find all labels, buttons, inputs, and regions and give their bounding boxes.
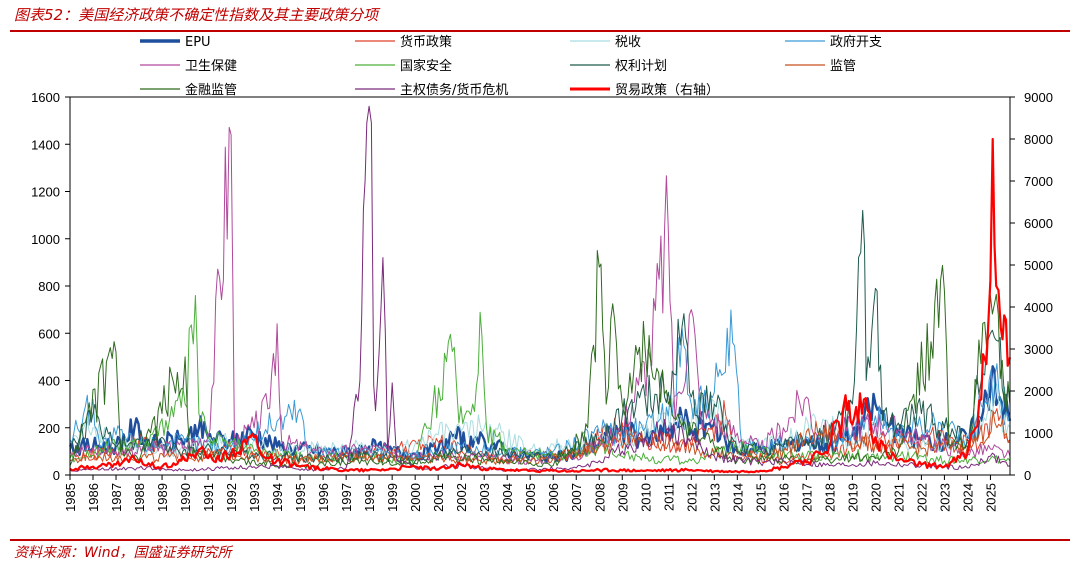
y-tick-label: 1200: [31, 185, 60, 200]
axes-layer: 0 200 400 600 800 1000 1200 1400 1600 0 1000 2000 30…: [31, 90, 1053, 512]
x-tick-label: 2023: [937, 483, 952, 512]
x-tick-label: 2002: [454, 483, 469, 512]
y2-tick-label: 9000: [1024, 90, 1053, 105]
series-line-financial: [69, 250, 1011, 469]
x-tick-label: 1992: [224, 483, 239, 512]
x-tick-label: 2000: [408, 483, 423, 512]
x-tick-label: 2005: [523, 483, 538, 512]
x-tick-label: 1993: [247, 483, 262, 512]
legend-label-tax: 税收: [615, 35, 641, 50]
x-tick-label: 1994: [270, 483, 285, 512]
x-tick-label: 1985: [63, 483, 78, 512]
x-tick-label: 1995: [293, 483, 308, 512]
legend-label-security: 国家安全: [400, 58, 452, 74]
x-tick-label: 1996: [316, 483, 331, 512]
x-tick-label: 1997: [339, 483, 354, 512]
x-tick-label: 2006: [546, 483, 561, 512]
top-rule: [10, 30, 1070, 32]
x-tick-label: 2024: [960, 483, 975, 512]
y-tick-label: 400: [38, 374, 60, 389]
y2-tick-label: 2000: [1024, 384, 1053, 399]
x-tick-label: 1987: [109, 483, 124, 512]
x-tick-label: 2010: [638, 483, 653, 512]
x-tick-label: 2019: [845, 483, 860, 512]
legend-label-monetary: 货币政策: [400, 34, 452, 50]
legend-label-trade: 贸易政策（右轴）: [615, 82, 719, 98]
y-tick-label: 600: [38, 326, 60, 341]
legend-label-regulation: 监管: [830, 59, 856, 74]
legend-label-sovereign: 主权债务/货币危机: [400, 82, 508, 98]
y2-tick-label: 7000: [1024, 174, 1053, 189]
y-tick-label: 200: [38, 421, 60, 436]
y2-tick-label: 8000: [1024, 132, 1053, 147]
x-tick-label: 2004: [500, 483, 515, 512]
x-tick-label: 1990: [178, 483, 193, 512]
x-tick-label: 1986: [86, 483, 101, 512]
legend-label-EPU: EPU: [185, 35, 211, 50]
x-tick-label: 2013: [707, 483, 722, 512]
x-tick-label: 2025: [983, 483, 998, 512]
legend-label-fiscal: 政府开支: [830, 35, 882, 50]
x-tick-label: 1999: [385, 483, 400, 512]
x-tick-label: 2012: [684, 483, 699, 512]
y2-tick-label: 3000: [1024, 342, 1053, 357]
legend-label-health: 卫生保健: [185, 59, 237, 74]
x-tick-label: 2008: [592, 483, 607, 512]
source-note: 资料来源：Wind，国盛证券研究所: [14, 545, 232, 561]
y-tick-label: 1600: [31, 90, 60, 105]
x-tick-label: 1991: [201, 483, 216, 512]
x-tick-label: 1989: [155, 483, 170, 512]
x-tick-label: 2021: [891, 483, 906, 512]
y2-tick-label: 5000: [1024, 258, 1053, 273]
x-tick-label: 2009: [615, 483, 630, 512]
x-tick-label: 1998: [362, 483, 377, 512]
x-tick-label: 2016: [776, 483, 791, 512]
y-tick-label: 1000: [31, 232, 60, 247]
y2-tick-label: 1000: [1024, 426, 1053, 441]
y2-tick-label: 6000: [1024, 216, 1053, 231]
x-tick-label: 2001: [431, 483, 446, 512]
series-line-sovereign: [69, 105, 1011, 472]
x-tick-label: 2018: [822, 483, 837, 512]
y-tick-label: 1400: [31, 137, 60, 152]
x-tick-label: 2015: [753, 483, 768, 512]
x-tick-label: 2017: [799, 483, 814, 512]
x-tick-label: 2020: [868, 483, 883, 512]
x-tick-label: 2014: [730, 483, 745, 512]
figure-title: 图表52：美国经济政策不确定性指数及其主要政策分项: [14, 6, 379, 24]
y-tick-label: 0: [53, 468, 60, 483]
y2-tick-label: 4000: [1024, 300, 1053, 315]
x-tick-label: 2007: [569, 483, 584, 512]
legend-label-financial: 金融监管: [185, 82, 237, 98]
x-tick-label: 2022: [914, 483, 929, 512]
y-tick-label: 800: [38, 279, 60, 294]
series-line-trade: [69, 137, 1012, 474]
bottom-rule: [10, 539, 1070, 541]
x-tick-label: 1988: [132, 483, 147, 512]
series-layer: [68, 105, 1012, 474]
legend-label-entitlement: 权利计划: [615, 58, 667, 74]
y2-tick-label: 0: [1024, 468, 1031, 483]
series-line-security: [69, 295, 1011, 466]
x-tick-label: 2011: [661, 483, 676, 511]
series-line-health: [69, 126, 1011, 465]
x-tick-label: 2003: [477, 483, 492, 512]
